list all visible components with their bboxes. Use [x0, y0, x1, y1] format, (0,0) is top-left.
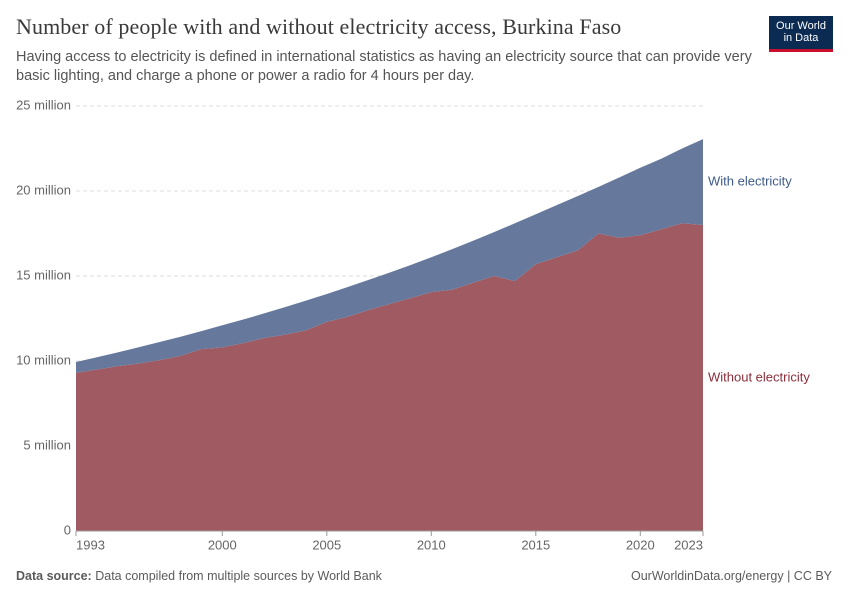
source-text: Data compiled from multiple sources by W…	[95, 569, 382, 583]
logo[interactable]: Our World in Data	[769, 16, 833, 52]
x-tick-label: 2020	[626, 537, 655, 552]
legend-label: Without electricity	[708, 369, 810, 384]
area	[76, 223, 703, 532]
source-url[interactable]: OurWorldinData.org/energy | CC BY	[630, 569, 832, 583]
logo-text: in Data	[783, 32, 819, 44]
legend-label: With electricity	[708, 174, 792, 189]
x-tick-label: 2023	[674, 537, 703, 552]
y-tick-label: 25 million	[16, 97, 71, 112]
y-tick-label: 0	[64, 522, 71, 537]
x-tick-label: 2005	[312, 537, 341, 552]
chart-title: Number of people with and without electr…	[16, 14, 622, 39]
y-tick-label: 20 million	[16, 182, 71, 197]
source-note: Data source: Data compiled from multiple…	[16, 569, 382, 583]
x-tick-label: 1993	[76, 537, 105, 552]
y-tick-label: 15 million	[16, 267, 71, 282]
source-label: Data source:	[16, 569, 92, 583]
chart-subtitle: Having access to electricity is defined …	[16, 49, 752, 84]
x-tick-label: 2015	[521, 537, 550, 552]
area	[76, 139, 703, 373]
x-tick-label: 2010	[417, 537, 446, 552]
y-tick-label: 5 million	[23, 437, 71, 452]
x-tick-label: 2000	[208, 537, 237, 552]
y-tick-label: 10 million	[16, 352, 71, 367]
logo-text: Our World	[776, 20, 826, 32]
